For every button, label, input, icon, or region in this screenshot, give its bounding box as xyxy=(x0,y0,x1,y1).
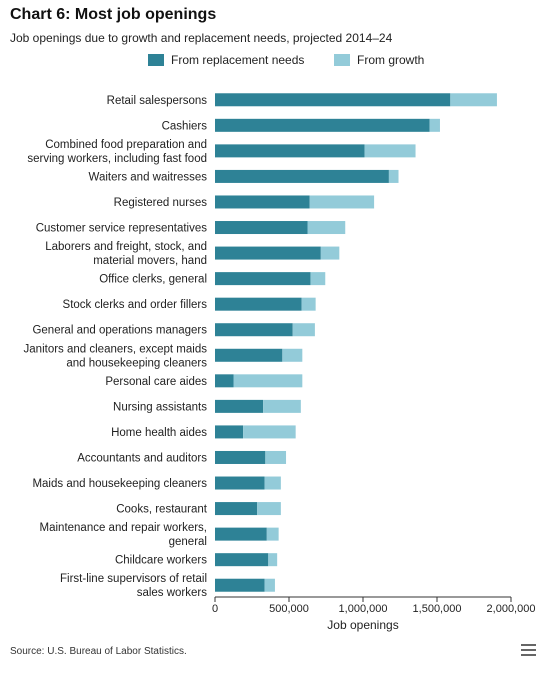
x-tick-label-4: 2,000,000 xyxy=(487,603,536,615)
category-label-16: Cooks, restaurant xyxy=(116,504,208,516)
bar-growth-13[interactable] xyxy=(243,425,296,439)
category-label-15: Maids and housekeeping cleaners xyxy=(32,478,207,490)
category-label-14: Accountants and auditors xyxy=(77,452,207,464)
x-tick-label-0: 0 xyxy=(212,603,218,615)
legend-label-replacement: From replacement needs xyxy=(171,53,305,67)
bar-replacement-9[interactable] xyxy=(215,323,293,337)
x-axis-label: Job openings xyxy=(327,618,398,632)
category-label-9: General and operations managers xyxy=(32,325,207,337)
bar-replacement-3[interactable] xyxy=(215,169,389,183)
bar-replacement-5[interactable] xyxy=(215,221,308,235)
chart-menu-icon[interactable] xyxy=(521,644,536,657)
bar-replacement-10[interactable] xyxy=(215,348,283,362)
category-label-2: Combined food preparation and serving wor… xyxy=(27,139,207,165)
bar-replacement-4[interactable] xyxy=(215,195,310,209)
bar-replacement-7[interactable] xyxy=(215,272,311,286)
x-tick-label-1: 500,000 xyxy=(269,603,309,615)
bar-growth-19[interactable] xyxy=(264,578,275,592)
bar-replacement-18[interactable] xyxy=(215,553,269,567)
bar-replacement-1[interactable] xyxy=(215,118,430,132)
bar-growth-3[interactable] xyxy=(388,169,399,183)
bar-growth-2[interactable] xyxy=(364,144,416,158)
bar-growth-9[interactable] xyxy=(292,323,315,337)
bar-growth-5[interactable] xyxy=(307,221,346,235)
bar-growth-8[interactable] xyxy=(301,297,316,311)
bar-replacement-19[interactable] xyxy=(215,578,265,592)
bar-replacement-17[interactable] xyxy=(215,527,267,541)
category-label-7: Office clerks, general xyxy=(99,274,207,286)
bar-growth-0[interactable] xyxy=(450,93,497,107)
category-label-11: Personal care aides xyxy=(105,376,207,388)
bar-replacement-13[interactable] xyxy=(215,425,244,439)
legend-swatch-replacement xyxy=(148,54,164,66)
category-label-0: Retail salespersons xyxy=(107,95,208,107)
category-label-19: First-line supervisors of retail sales wo… xyxy=(60,573,207,599)
bar-growth-14[interactable] xyxy=(265,450,287,464)
bar-growth-1[interactable] xyxy=(429,118,440,132)
bar-growth-18[interactable] xyxy=(268,553,278,567)
bar-replacement-16[interactable] xyxy=(215,502,258,516)
category-label-12: Nursing assistants xyxy=(113,401,207,413)
bar-replacement-0[interactable] xyxy=(215,93,451,107)
legend-item-growth[interactable]: From growth xyxy=(334,53,424,67)
legend-label-growth: From growth xyxy=(357,53,425,67)
bar-growth-7[interactable] xyxy=(310,272,326,286)
category-label-17: Maintenance and repair workers, general xyxy=(40,522,207,548)
chart-subtitle: Job openings due to growth and replaceme… xyxy=(10,31,393,45)
bar-growth-16[interactable] xyxy=(257,502,281,516)
x-tick-label-3: 1,500,000 xyxy=(413,603,462,615)
bar-replacement-6[interactable] xyxy=(215,246,321,260)
category-label-6: Laborers and freight, stock, and material… xyxy=(45,241,207,267)
bar-replacement-2[interactable] xyxy=(215,144,365,158)
bar-replacement-15[interactable] xyxy=(215,476,265,490)
source-note: Source: U.S. Bureau of Labor Statistics. xyxy=(10,646,187,657)
category-label-5: Customer service representatives xyxy=(36,223,208,235)
bar-growth-10[interactable] xyxy=(282,348,303,362)
category-label-18: Childcare workers xyxy=(115,555,207,567)
bar-replacement-14[interactable] xyxy=(215,450,266,464)
bar-replacement-12[interactable] xyxy=(215,399,264,413)
category-label-3: Waiters and waitresses xyxy=(89,171,208,183)
bar-growth-15[interactable] xyxy=(264,476,281,490)
bar-replacement-11[interactable] xyxy=(215,374,234,388)
category-label-4: Registered nurses xyxy=(114,197,208,209)
chart-title: Chart 6: Most job openings xyxy=(10,6,217,23)
category-label-1: Cashiers xyxy=(162,120,208,132)
category-label-8: Stock clerks and order fillers xyxy=(63,299,208,311)
bar-growth-4[interactable] xyxy=(309,195,375,209)
category-label-13: Home health aides xyxy=(111,427,207,439)
legend: From replacement needs From growth xyxy=(0,53,548,69)
bar-growth-17[interactable] xyxy=(266,527,279,541)
bar-growth-11[interactable] xyxy=(233,374,303,388)
bar-growth-12[interactable] xyxy=(263,399,301,413)
x-tick-label-2: 1,000,000 xyxy=(339,603,388,615)
bar-growth-6[interactable] xyxy=(320,246,340,260)
bar-replacement-8[interactable] xyxy=(215,297,302,311)
legend-swatch-growth xyxy=(334,54,350,66)
legend-item-replacement[interactable]: From replacement needs xyxy=(148,53,304,67)
category-label-10: Janitors and cleaners, except maids and h… xyxy=(24,343,208,369)
